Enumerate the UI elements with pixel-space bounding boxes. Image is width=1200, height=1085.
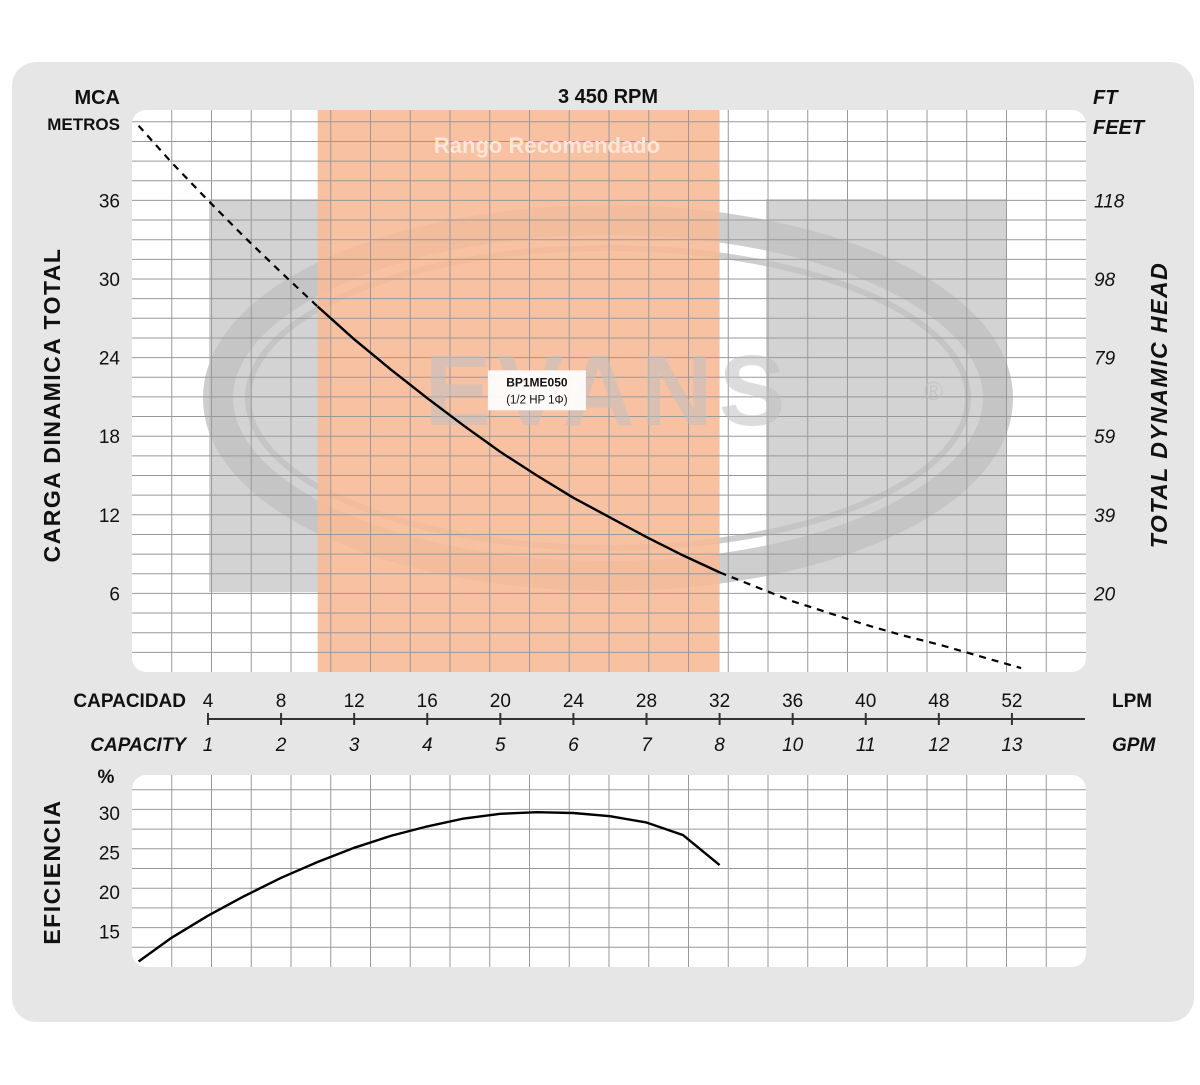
x-tick-gpm: 7: [641, 735, 653, 756]
x-tick-gpm: 2: [275, 735, 287, 756]
watermark-registered: ®: [924, 376, 943, 406]
x-tick-gpm: 1: [203, 735, 214, 756]
x-tick-gpm: 10: [782, 735, 804, 756]
x-tick-lpm: 40: [855, 691, 876, 712]
x-tick-lpm: 8: [276, 691, 287, 712]
y-tick-left: 24: [99, 349, 121, 370]
efficiency-y-tick: 25: [99, 844, 120, 865]
left-unit-metros: METROS: [47, 115, 120, 134]
x-tick-lpm: 12: [344, 691, 365, 712]
x-tick-lpm: 48: [928, 691, 949, 712]
y-tick-left: 6: [109, 584, 120, 605]
x-tick-gpm: 11: [856, 735, 876, 756]
x-ticks: 4 1 8 2 12 3 16 4 20 5 24 6 28 7 32 8 36 10 40 11 48 12 52 13: [203, 691, 1023, 756]
y-tick-right: 79: [1094, 349, 1116, 370]
x-tick-gpm: 5: [495, 735, 506, 756]
left-unit-mca: MCA: [74, 87, 120, 109]
x-tick-lpm: 36: [782, 691, 803, 712]
efficiency-grid: [132, 775, 1086, 967]
y-tick-right: 59: [1094, 427, 1116, 448]
x-tick-lpm: 20: [490, 691, 511, 712]
x-tick-lpm: 16: [417, 691, 438, 712]
x-unit-gpm: GPM: [1112, 735, 1156, 756]
x-tick-gpm: 4: [422, 735, 433, 756]
efficiency-y-tick: 15: [99, 923, 120, 944]
head-curve-solid: [316, 305, 721, 574]
efficiency-unit: %: [98, 767, 115, 788]
y-tick-right: 39: [1094, 506, 1116, 527]
x-tick-gpm: 6: [568, 735, 579, 756]
y-tick-right: 98: [1094, 270, 1116, 291]
model-note: (1/2 HP 1Φ): [506, 394, 568, 406]
right-unit-ft: FT: [1093, 87, 1119, 109]
efficiency-curve: [137, 810, 721, 963]
x-tick-lpm: 28: [636, 691, 657, 712]
chart-title: 3 450 RPM: [558, 86, 658, 108]
band-label: Rango Recomendado: [434, 133, 660, 158]
y-ticks-right: 118 98 79 59 39 20: [1093, 191, 1125, 605]
watermark-text: EVANS: [424, 335, 791, 447]
y-ticks-left: 36 30 24 18 12 6: [99, 191, 121, 605]
efficiency-y-tick: 30: [99, 804, 120, 825]
head-grid: [132, 110, 1086, 672]
y-tick-left: 30: [99, 270, 120, 291]
right-unit-feet: FEET: [1093, 117, 1146, 139]
x-tick-gpm: 3: [349, 735, 360, 756]
y-tick-right: 20: [1093, 584, 1116, 605]
x-tick-lpm: 32: [709, 691, 730, 712]
efficiency-y-ticks: 30 25 20 15: [99, 804, 120, 944]
model-label: BP1ME050 (1/2 HP 1Φ): [487, 370, 586, 411]
x-tick-lpm: 52: [1001, 691, 1022, 712]
head-curve-dashed-end: [719, 571, 1022, 670]
x-tick-lpm: 4: [203, 691, 214, 712]
efficiency-axis-label: EFICIENCIA: [39, 799, 65, 944]
y-axis-label-right: TOTAL DYNAMIC HEAD: [1146, 262, 1172, 548]
efficiency-y-tick: 20: [99, 883, 120, 904]
y-axis-label-left: CARGA DINAMICA TOTAL: [39, 248, 65, 563]
y-tick-right: 118: [1094, 191, 1125, 212]
head-curve-dashed-start: [137, 124, 319, 308]
y-tick-left: 18: [99, 427, 120, 448]
x-tick-gpm: 8: [714, 735, 725, 756]
x-tick-gpm: 13: [1001, 735, 1023, 756]
x-tick-lpm: 24: [563, 691, 585, 712]
x-tick-gpm: 12: [928, 735, 950, 756]
y-tick-left: 36: [99, 191, 120, 212]
x-axis-label-lpm: CAPACIDAD: [73, 691, 186, 712]
y-tick-left: 12: [99, 506, 120, 527]
x-axis-label-gpm: CAPACITY: [90, 735, 188, 756]
x-unit-lpm: LPM: [1112, 691, 1152, 712]
model-name: BP1ME050: [506, 375, 568, 389]
